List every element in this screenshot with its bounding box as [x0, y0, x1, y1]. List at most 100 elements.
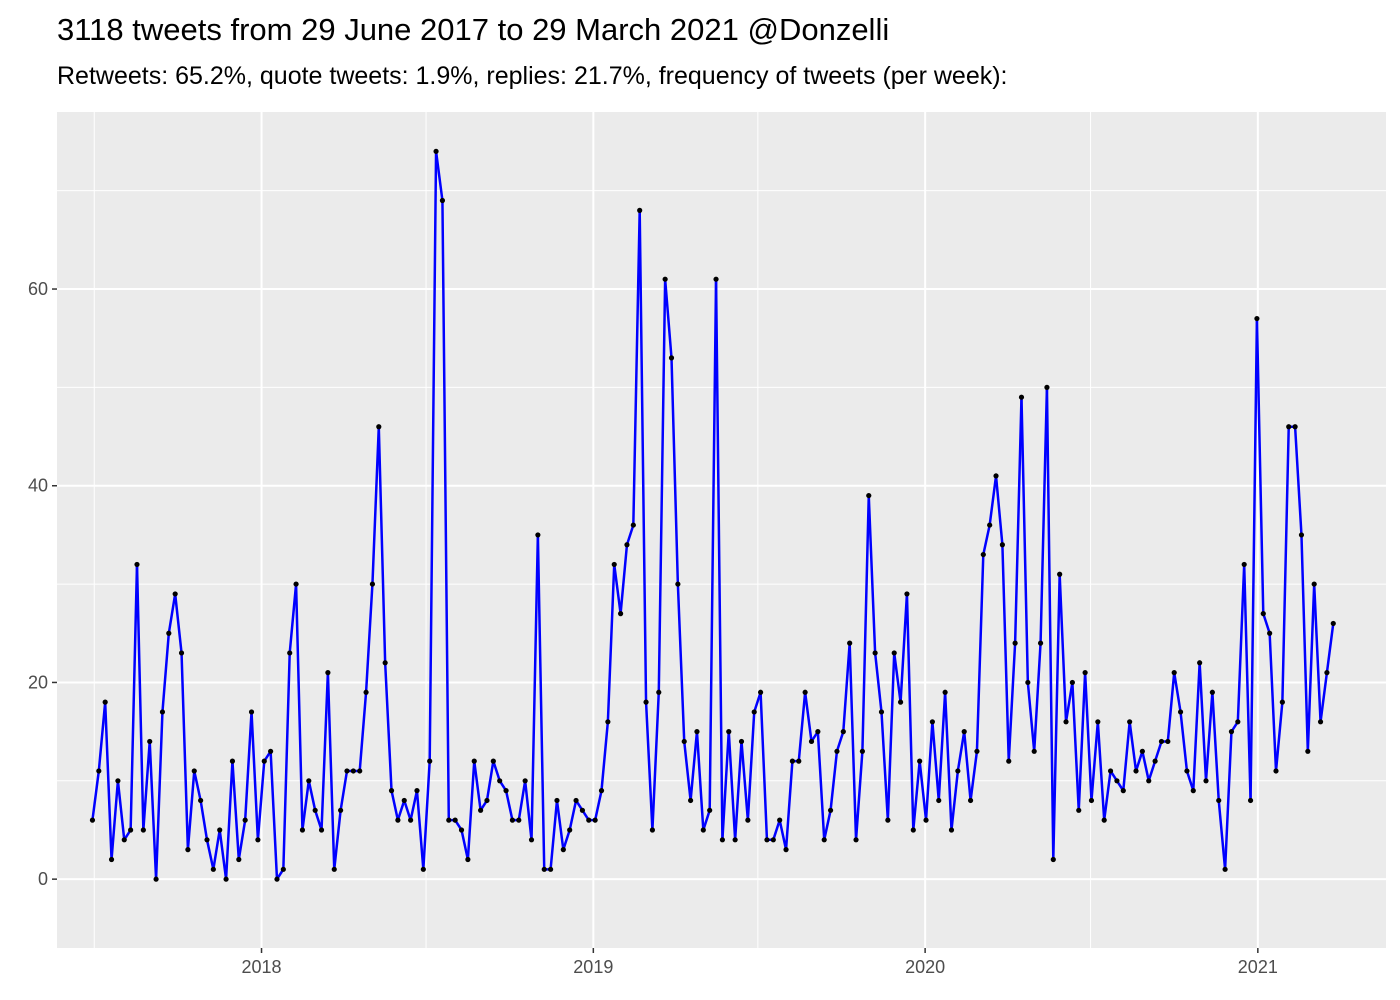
series-line-segment	[415, 789, 425, 871]
data-point	[713, 276, 719, 282]
series-line-segment	[689, 730, 699, 802]
series-line-segment	[555, 799, 565, 851]
series-line-segment	[460, 828, 470, 861]
data-point	[172, 591, 178, 597]
series-line-segment	[1236, 563, 1246, 724]
series-line-segment	[530, 533, 540, 842]
data-point	[255, 837, 261, 843]
data-point	[573, 797, 579, 804]
data-point	[624, 542, 630, 548]
data-point	[586, 817, 592, 823]
data-point	[891, 650, 897, 656]
series-line-segment	[129, 563, 139, 832]
series-line-segment	[434, 150, 444, 202]
series-line-segment	[148, 740, 158, 881]
data-point	[1286, 424, 1292, 430]
data-point	[681, 738, 687, 745]
series-line-segment	[1262, 612, 1271, 635]
data-point	[121, 837, 127, 843]
series-line-segment	[682, 740, 692, 802]
series-line-group	[91, 150, 1335, 881]
series-line-segment	[1045, 386, 1055, 861]
series-line-segment	[772, 818, 781, 842]
data-point	[229, 758, 236, 764]
data-point	[299, 827, 306, 833]
series-line-segment	[612, 563, 622, 615]
data-point	[904, 591, 910, 597]
series-line-segment	[854, 750, 864, 842]
series-line-segment	[600, 720, 610, 792]
data-point	[1101, 817, 1107, 823]
series-line-segment	[1083, 671, 1093, 802]
series-line-segment	[1020, 395, 1030, 684]
series-line-segment	[695, 730, 705, 832]
data-point	[1018, 394, 1025, 400]
series-line-segment	[931, 720, 941, 802]
series-line-segment	[250, 710, 260, 842]
series-line-segment	[1204, 691, 1214, 783]
series-line-segment	[103, 700, 113, 861]
series-line-segment	[1268, 632, 1278, 773]
data-point	[1317, 719, 1324, 725]
data-point	[757, 689, 764, 695]
data-point	[1076, 807, 1082, 813]
data-point	[1158, 738, 1165, 745]
series-line-segment	[1122, 720, 1131, 792]
y-tick-label: 20	[28, 672, 48, 692]
series-line-segment	[1128, 720, 1138, 773]
series-points-group	[89, 148, 1336, 882]
series-line-segment	[816, 730, 826, 842]
series-line-segment	[301, 779, 311, 832]
series-line-segment	[154, 710, 164, 881]
series-line-segment	[135, 563, 145, 832]
data-point	[789, 758, 796, 764]
data-point	[719, 837, 726, 843]
series-line-segment	[142, 740, 151, 832]
series-line-segment	[1179, 710, 1189, 773]
series-line-segment	[1249, 317, 1259, 802]
data-point	[325, 670, 331, 676]
series-line-segment	[912, 759, 921, 832]
data-point	[694, 729, 700, 735]
data-point	[115, 778, 121, 784]
data-point	[1324, 670, 1330, 676]
series-line-segment	[409, 789, 419, 822]
series-line-segment	[1102, 769, 1112, 822]
data-point	[1330, 620, 1336, 627]
data-point	[770, 837, 776, 843]
data-point	[1063, 719, 1069, 725]
data-point	[1177, 709, 1184, 715]
data-point	[1069, 679, 1075, 686]
data-point	[1025, 679, 1031, 686]
data-point	[872, 650, 878, 656]
series-line-segment	[1134, 750, 1144, 773]
data-point	[401, 797, 407, 804]
data-point	[866, 492, 872, 499]
data-point	[592, 817, 598, 823]
data-point	[350, 768, 356, 774]
data-point	[987, 522, 993, 528]
series-line-segment	[873, 651, 883, 714]
series-line-segment	[1026, 681, 1036, 753]
data-point	[1012, 640, 1018, 646]
series-line-segment	[746, 710, 756, 822]
data-point	[331, 866, 337, 872]
series-line-segment	[485, 759, 495, 802]
series-line-segment	[199, 799, 209, 842]
series-line-segment	[803, 691, 813, 743]
series-line-segment	[562, 828, 571, 851]
series-line-segment	[1007, 641, 1017, 763]
data-point	[490, 758, 496, 764]
series-line-segment	[638, 209, 648, 704]
data-point	[783, 847, 789, 853]
series-line-segment	[797, 691, 807, 763]
series-line-segment	[644, 700, 654, 832]
series-line-segment	[390, 789, 400, 822]
data-point	[509, 817, 516, 823]
series-line-segment	[282, 651, 291, 871]
data-point	[318, 827, 325, 833]
series-line-segment	[625, 523, 635, 547]
series-line-segment	[822, 809, 832, 842]
chart-subtitle: Retweets: 65.2%, quote tweets: 1.9%, rep…	[57, 62, 1008, 90]
x-tick-label: 2021	[1238, 957, 1278, 977]
